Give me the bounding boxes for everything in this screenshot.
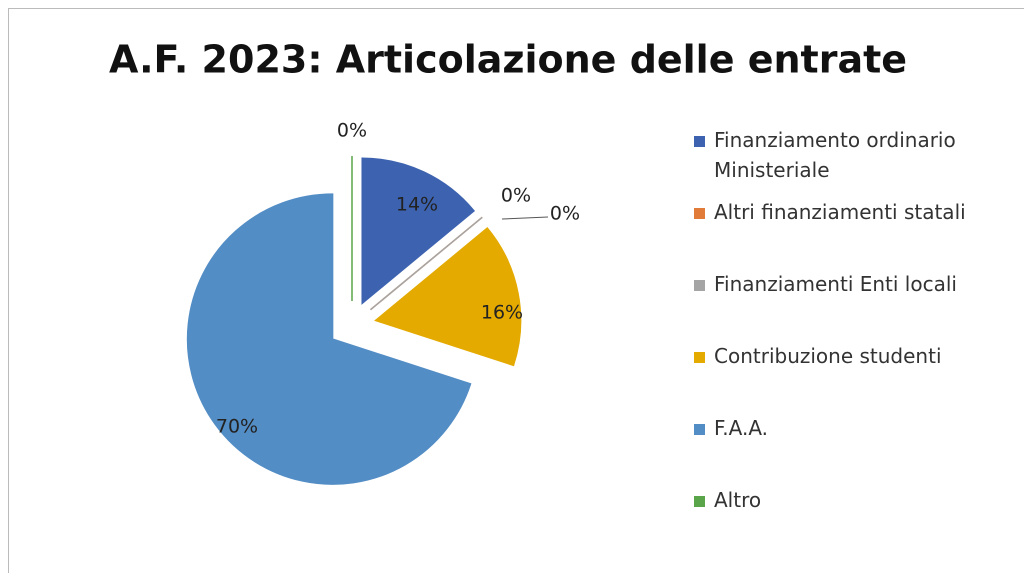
pie-slice (374, 227, 522, 367)
legend-label: Altri finanziamenti statali (714, 200, 966, 224)
legend-item: Altro (692, 485, 1012, 557)
data-label: 14% (396, 194, 438, 216)
legend: Finanziamento ordinario Ministeriale Altr… (692, 125, 1012, 557)
data-label: 16% (481, 302, 523, 324)
legend-item: F.A.A. (692, 413, 1012, 485)
data-label: 70% (216, 416, 258, 438)
legend-label: Contribuzione studenti (714, 344, 942, 368)
data-label: 0% (550, 203, 580, 225)
data-label: 0% (337, 120, 367, 142)
legend-swatch (694, 424, 705, 435)
pie-slice (186, 193, 472, 485)
data-label: 0% (501, 185, 531, 207)
legend-swatch (694, 496, 705, 507)
legend-swatch (694, 208, 705, 219)
legend-label: Finanziamenti Enti locali (714, 272, 957, 296)
chart-title: A.F. 2023: Articolazione delle entrate (109, 38, 907, 82)
legend-swatch (694, 352, 705, 363)
legend-item: Finanziamento ordinario Ministeriale (692, 125, 1012, 197)
leader-line (501, 216, 549, 220)
legend-swatch (694, 136, 705, 147)
legend-label: F.A.A. (714, 416, 769, 440)
legend-item: Altri finanziamenti statali (692, 197, 1012, 269)
legend-item: Finanziamenti Enti locali (692, 269, 1012, 341)
legend-swatch (694, 280, 705, 291)
legend-label: Altro (714, 488, 762, 512)
pie-slice (361, 157, 475, 305)
legend-item: Contribuzione studenti (692, 341, 1012, 413)
legend-label: Finanziamento ordinario Ministeriale (714, 128, 956, 182)
chart-border (8, 8, 1024, 573)
